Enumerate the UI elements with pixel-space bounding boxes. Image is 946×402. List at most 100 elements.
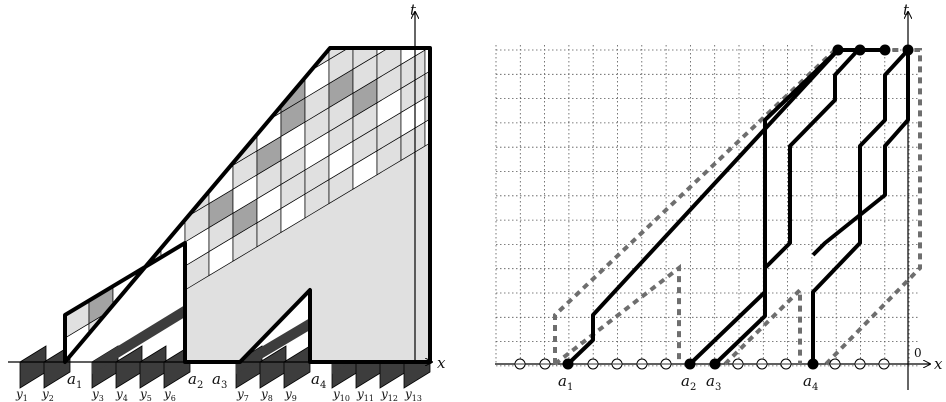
cube-face [185,0,209,26]
cube-face [88,68,114,109]
dark-band [236,318,310,374]
cube-face [136,63,162,104]
a-subscript: 2 [197,380,203,391]
particle-dot [684,358,696,370]
cube-face [353,7,377,45]
y-subscript: 1 [23,394,28,402]
cube-face [65,48,90,75]
cube-face [88,236,114,277]
cube-face [184,48,210,51]
y-label: y2 [41,387,54,402]
y-label: y5 [139,387,152,402]
cube-face [257,0,281,31]
particle-dot [562,358,574,370]
cube-face [89,0,113,36]
particle-dot [879,44,891,56]
cube-face [136,135,162,176]
dotted-grid [495,45,920,367]
cube-face [329,0,353,36]
particle-dot [709,358,721,370]
y-subscript: 5 [147,394,152,402]
cube-face [112,174,138,214]
y-subscript: 10 [340,394,350,402]
cube-face [184,48,210,75]
cube-face [88,212,114,253]
left-panel: x t a1 a2 a3 a4 y1 y2 y3 y4 y5 y6 y7 y8 y9 y10 y11 y12… [8,0,446,402]
y-subscript: 4 [123,394,128,402]
cube-face [185,0,209,2]
cube-face [377,0,401,31]
cube-face [88,140,114,181]
a-subscript: 4 [320,380,326,391]
cube-face [65,154,90,195]
cube-face [89,0,113,12]
cube-face [257,0,281,7]
cube-face [208,48,234,61]
cube-face [112,198,138,238]
cube-face [160,48,186,66]
a-label-right: a4 [803,372,818,393]
particle-path [688,48,858,366]
cube-face [65,106,90,147]
x-axis-label: x [437,354,446,372]
y-label: y13 [404,387,422,402]
solid-paths [566,48,910,366]
cube-face [112,222,138,262]
cube-face [232,48,258,70]
stack-outline [63,46,432,364]
cube-face [65,58,90,99]
cube-face [184,58,210,99]
y-subscript: 12 [388,394,398,402]
cube-face [136,183,162,224]
cube-face [112,102,138,142]
cube-face [136,207,162,248]
dashed-path [553,263,681,366]
y-subscript: 2 [49,394,54,402]
cube-face [256,63,282,104]
dashed-path [723,285,802,366]
y-subscript: 6 [171,394,176,402]
cube-face [136,87,162,128]
cube-face [112,54,138,94]
cube-face [137,0,161,31]
cube-face [160,145,186,186]
cube-face [88,164,114,205]
cube-face [377,0,401,7]
x-axis-label-right: x [934,355,943,373]
dark-pillar [283,345,311,389]
a-subscript-right: 4 [812,382,818,393]
dark-pillar [19,345,47,389]
particle-dot [832,44,844,56]
a-subscript-right: 1 [567,382,573,393]
a-subscript: 3 [221,380,227,391]
cube-face [208,116,234,157]
cube-face [160,49,186,90]
cube-face [305,0,329,2]
y-label: y6 [163,387,176,402]
cube-face [112,150,138,190]
cube-face [160,169,186,210]
cube-face [209,0,233,12]
a-label: a1 [67,370,82,391]
y-label: y10 [332,387,350,402]
cube-face [424,48,430,51]
t-axis-label-right: t [903,1,910,19]
cube-face [208,48,234,85]
a-subscript-right: 3 [715,382,721,393]
particle-path [811,48,910,364]
y-label: y7 [236,387,249,402]
dark-pillar [139,345,167,389]
cube-face [136,48,162,80]
cube-face [160,121,186,162]
cube-face [305,0,329,26]
particle-path [713,48,880,366]
cube-face [65,48,90,51]
a-subscript: 1 [76,380,82,391]
y-subscript: 9 [292,394,297,402]
cube-face [160,265,186,306]
particle-dot [854,44,866,56]
particle-dot [902,44,914,56]
cube-face [88,48,114,85]
cube-face [424,82,430,123]
